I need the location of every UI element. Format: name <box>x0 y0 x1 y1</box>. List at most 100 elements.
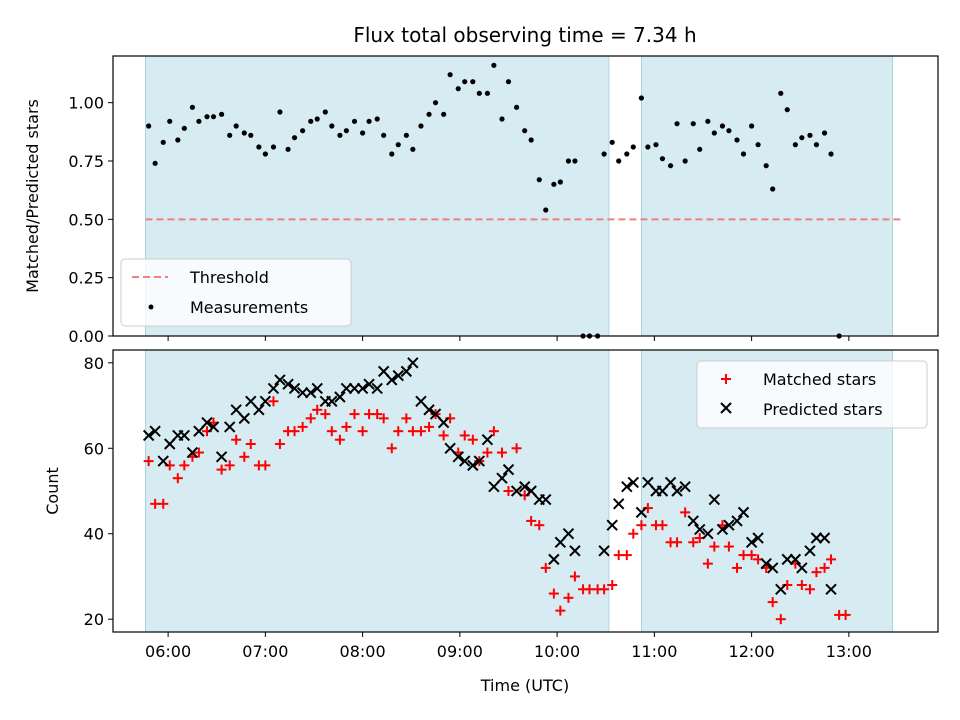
predicted-star-point <box>467 459 479 472</box>
x-tick-label: 08:00 <box>340 642 386 661</box>
matched-star-point <box>459 430 470 441</box>
predicted-stars-points <box>142 357 837 595</box>
matched-star-point <box>540 562 551 573</box>
measurement-point <box>360 130 366 136</box>
measurement-point <box>690 121 696 127</box>
predicted-star-point <box>702 528 714 540</box>
measurement-point <box>462 79 468 85</box>
measurement-point <box>189 104 196 110</box>
measurement-point <box>210 114 217 120</box>
x-tick-label: 07:00 <box>242 642 288 661</box>
matched-star-point <box>179 460 190 471</box>
measurement-point <box>241 130 247 136</box>
matched-star-point <box>548 588 559 599</box>
bottom-x-ticks: 06:00 07:00 08:00 09:00 10:00 11:00 12:00 13:00 <box>145 632 872 661</box>
predicted-star-point <box>201 416 213 429</box>
predicted-star-point <box>274 374 286 386</box>
legend-threshold-label: Threshold <box>189 268 269 287</box>
chart-title: Flux total observing time = 7.34 h <box>353 23 696 47</box>
measurement-point <box>616 158 622 164</box>
measurement-point <box>418 123 424 129</box>
matched-star-point <box>621 550 632 561</box>
predicted-star-point <box>781 553 793 566</box>
matched-star-point <box>811 567 822 578</box>
y-tick-label: 0.50 <box>68 210 104 229</box>
matched-star-point <box>819 562 830 573</box>
measurement-point <box>813 142 820 148</box>
predicted-star-point <box>635 506 648 519</box>
matched-star-point <box>216 464 227 475</box>
measurement-point <box>522 128 528 134</box>
predicted-star-point <box>348 382 361 395</box>
x-tick-label: 10:00 <box>534 642 580 661</box>
predicted-star-point <box>518 481 531 493</box>
x-tick-label: 12:00 <box>729 642 775 661</box>
predicted-star-point <box>326 395 338 407</box>
measurement-point <box>175 137 181 143</box>
measurement-point <box>740 151 747 157</box>
measurement-point <box>322 109 328 115</box>
predicted-star-point <box>766 562 779 574</box>
measurement-point <box>152 160 158 166</box>
measurement-point <box>381 132 387 138</box>
measurement-point <box>196 118 202 124</box>
matched-star-point <box>334 434 345 445</box>
measurement-point <box>653 142 659 148</box>
top-legend-box <box>120 258 352 327</box>
predicted-star-point <box>745 536 758 548</box>
x-tick-label: 13:00 <box>826 642 872 661</box>
measurement-point <box>513 104 520 110</box>
measurement-point <box>410 146 416 152</box>
measurement-point <box>426 111 432 117</box>
top-y-axis-label: Matched/Predicted stars <box>23 99 42 293</box>
measurement-point <box>505 79 512 85</box>
measurement-point <box>374 116 380 122</box>
matched-star-point <box>607 580 618 590</box>
matched-star-point <box>305 413 316 424</box>
measurement-point <box>551 181 557 187</box>
measurement-point <box>270 144 277 150</box>
measurement-point <box>528 137 534 143</box>
predicted-star-point <box>459 455 471 467</box>
predicted-star-point <box>612 498 625 510</box>
x-tick-label: 09:00 <box>437 642 483 661</box>
predicted-star-point <box>796 562 808 574</box>
predicted-star-point <box>687 515 699 527</box>
predicted-star-point <box>371 382 383 395</box>
predicted-star-point <box>178 429 191 442</box>
measurement-point <box>624 151 630 157</box>
measurement-point <box>828 151 834 157</box>
predicted-star-point <box>737 506 750 519</box>
legend-matched-swatch <box>721 374 731 384</box>
predicted-star-point <box>259 395 272 407</box>
matched-star-point <box>274 439 285 449</box>
measurement-point <box>337 132 343 138</box>
bottom-y-axis-label: Count <box>43 467 62 515</box>
predicted-star-point <box>473 455 486 467</box>
matched-star-point <box>840 609 851 620</box>
matched-star-point <box>496 447 507 458</box>
measurement-point <box>351 118 358 124</box>
shaded-interval <box>640 55 894 337</box>
matched-star-point <box>702 558 713 569</box>
matched-star-point <box>297 421 308 432</box>
y-tick-label: 40 <box>84 525 104 544</box>
matched-star-point <box>326 426 337 437</box>
measurement-point <box>763 163 769 169</box>
matched-star-point <box>796 580 807 590</box>
predicted-star-point <box>282 378 294 390</box>
measurement-point <box>308 118 314 124</box>
measurement-point <box>470 79 476 85</box>
legend-matched-label: Matched stars <box>763 370 876 389</box>
matched-star-point <box>320 409 331 420</box>
measurement-points <box>146 62 842 339</box>
matched-star-point <box>555 605 566 616</box>
predicted-star-point <box>789 553 802 566</box>
measurement-point <box>719 123 726 129</box>
predicted-star-point <box>606 519 618 531</box>
matched-star-point <box>732 562 743 573</box>
measurement-point <box>181 125 187 131</box>
matched-star-point <box>372 409 383 420</box>
matched-star-point <box>378 413 389 424</box>
measurement-point <box>395 142 401 148</box>
